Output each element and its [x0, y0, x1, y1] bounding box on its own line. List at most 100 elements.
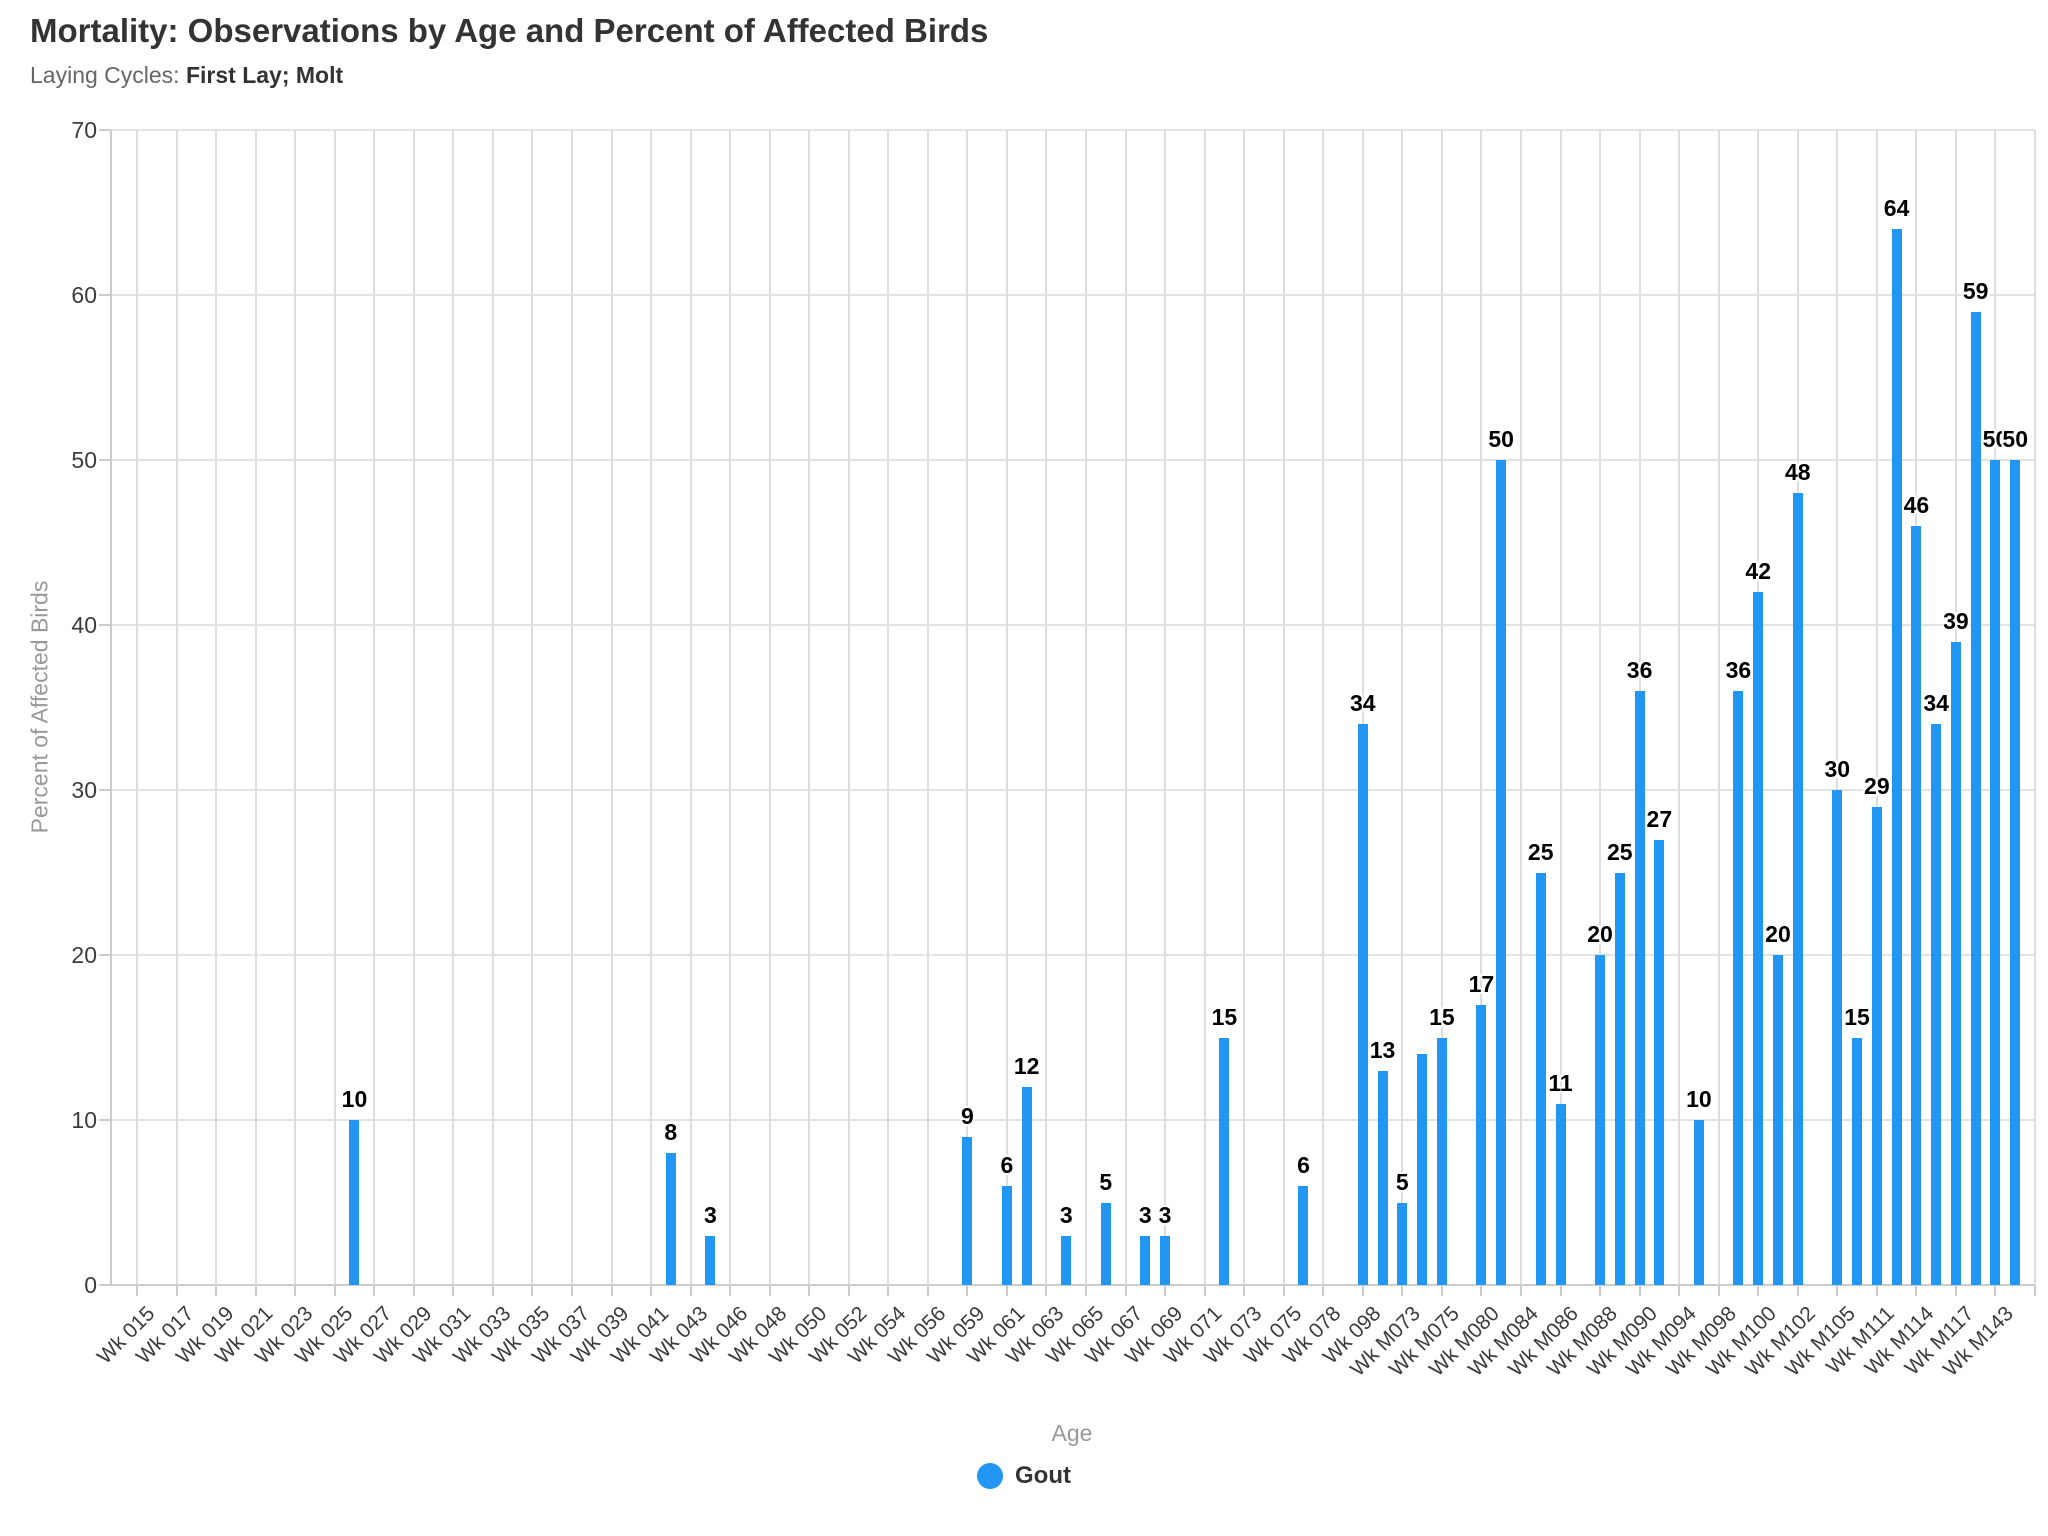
x-axis-tick — [452, 1285, 455, 1296]
column-bar[interactable] — [1931, 724, 1942, 1285]
column-bar[interactable] — [1832, 790, 1843, 1285]
column-bar[interactable] — [1417, 1054, 1428, 1285]
x-axis-tick — [1915, 1285, 1918, 1296]
column-bar[interactable] — [1733, 691, 1744, 1285]
column-bar[interactable] — [1614, 872, 1625, 1285]
bar-value-label: 48 — [1784, 459, 1811, 485]
column-bar[interactable] — [1950, 641, 1961, 1285]
column-bar[interactable] — [1535, 872, 1546, 1285]
column-bar[interactable] — [1436, 1037, 1447, 1285]
column-bar[interactable] — [1693, 1120, 1704, 1285]
x-axis-tick — [847, 1285, 850, 1296]
x-axis-tick — [1243, 1285, 1246, 1296]
x-axis-tick — [531, 1285, 534, 1296]
x-gridline — [1480, 130, 1483, 1285]
column-bar[interactable] — [1654, 839, 1665, 1285]
x-gridline — [294, 130, 297, 1285]
column-bar[interactable] — [1753, 592, 1764, 1285]
column-bar[interactable] — [1970, 311, 1981, 1285]
column-bar[interactable] — [1852, 1037, 1863, 1285]
column-bar[interactable] — [1001, 1186, 1012, 1285]
column-bar[interactable] — [1140, 1235, 1151, 1285]
y-axis-tick — [99, 459, 110, 461]
bar-value-label: 27 — [1646, 805, 1673, 832]
column-bar[interactable] — [1160, 1235, 1171, 1285]
x-axis-tick — [215, 1285, 218, 1296]
y-axis-tick — [99, 1284, 110, 1286]
y-axis-tick — [99, 624, 110, 626]
column-bar[interactable] — [1397, 1202, 1408, 1285]
column-bar[interactable] — [1634, 691, 1645, 1285]
column-bar[interactable] — [349, 1120, 360, 1285]
column-bar[interactable] — [1061, 1235, 1072, 1285]
bar-value-label: 5 — [1395, 1168, 1409, 1195]
y-axis-tick — [99, 294, 110, 296]
x-axis-tick — [1322, 1285, 1325, 1296]
x-gridline — [1519, 130, 1522, 1285]
x-gridline — [1085, 130, 1087, 1285]
bar-value-label: 39 — [1943, 607, 1969, 634]
column-bar[interactable] — [1595, 955, 1606, 1285]
x-axis-tick — [1401, 1285, 1404, 1296]
x-gridline — [175, 130, 178, 1285]
column-bar[interactable] — [1377, 1070, 1388, 1285]
column-bar[interactable] — [1476, 1004, 1487, 1285]
x-axis-tick — [254, 1285, 257, 1296]
x-gridline — [531, 130, 534, 1285]
x-axis-tick — [1717, 1285, 1720, 1296]
x-axis-tick — [768, 1285, 771, 1296]
column-bar[interactable] — [1219, 1037, 1230, 1285]
bar-value-label: 50 — [1488, 426, 1514, 452]
x-gridline — [1282, 130, 1285, 1285]
column-bar[interactable] — [962, 1136, 973, 1285]
column-bar[interactable] — [705, 1235, 716, 1285]
bar-value-label: 3 — [703, 1201, 717, 1228]
column-bar[interactable] — [1792, 493, 1803, 1285]
subtitle-cycles: First Lay; Molt — [185, 62, 344, 88]
bar-value-label: 20 — [1587, 921, 1613, 947]
subtitle-prefix: Laying Cycles: — [30, 62, 186, 88]
column-bar[interactable] — [1891, 229, 1902, 1285]
legend-item-gout[interactable]: Gout — [977, 1462, 1071, 1490]
bar-value-label: 10 — [341, 1086, 368, 1112]
bar-value-label: 34 — [1349, 690, 1376, 716]
x-gridline — [1559, 130, 1562, 1285]
column-bar[interactable] — [1772, 955, 1783, 1285]
x-axis-tick — [966, 1285, 969, 1296]
column-bar[interactable] — [1990, 460, 2001, 1285]
x-gridline — [1203, 130, 1206, 1285]
x-axis-tick — [136, 1285, 138, 1296]
bar-value-label: 64 — [1883, 195, 1910, 221]
y-axis-tick — [99, 1119, 110, 1121]
x-axis-tick — [373, 1285, 376, 1296]
bar-value-label: 36 — [1626, 657, 1653, 683]
x-axis-tick — [1519, 1285, 1522, 1296]
column-bar[interactable] — [2010, 460, 2021, 1285]
column-bar[interactable] — [665, 1153, 676, 1285]
bar-value-label: 17 — [1468, 970, 1495, 997]
x-gridline — [610, 130, 613, 1285]
column-bar[interactable] — [1496, 460, 1507, 1285]
x-gridline — [491, 130, 494, 1285]
column-bar[interactable] — [1871, 806, 1882, 1285]
column-bar[interactable] — [1298, 1186, 1309, 1285]
column-bar[interactable] — [1555, 1103, 1566, 1285]
x-gridline — [729, 130, 732, 1285]
x-gridline — [1440, 130, 1443, 1285]
x-gridline — [1322, 130, 1325, 1285]
x-gridline — [333, 130, 336, 1285]
column-bar[interactable] — [1911, 526, 1922, 1285]
x-gridline — [689, 130, 692, 1285]
column-bar[interactable] — [1357, 724, 1368, 1285]
bar-value-label: 3 — [1158, 1201, 1172, 1228]
bar-value-label: 10 — [1686, 1086, 1712, 1112]
bar-value-label: 12 — [1013, 1053, 1040, 1079]
x-gridline — [1243, 130, 1246, 1285]
x-gridline — [650, 130, 653, 1285]
y-axis-tick — [99, 954, 110, 956]
x-axis-tick — [808, 1285, 811, 1296]
column-bar[interactable] — [1021, 1087, 1032, 1285]
column-bar[interactable] — [1100, 1202, 1111, 1285]
x-axis-tick — [1796, 1285, 1799, 1296]
bar-value-label: 34 — [1923, 690, 1949, 716]
